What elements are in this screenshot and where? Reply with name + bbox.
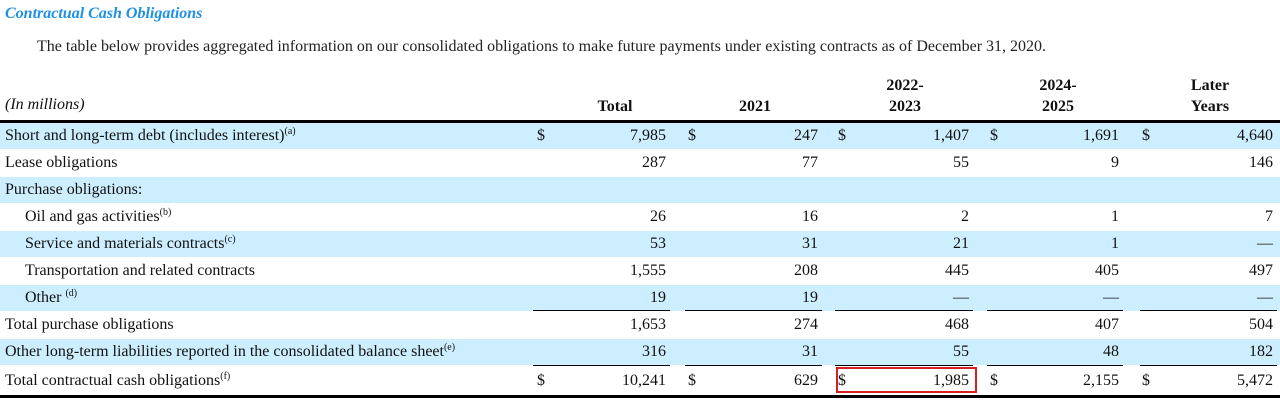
cell-later-years: 146 — [1249, 154, 1273, 171]
total-rule — [533, 365, 670, 366]
cell-total: 316 — [642, 343, 666, 360]
cell-2024-2025: 1,691 — [1083, 127, 1119, 144]
cell-2021: 274 — [794, 316, 818, 333]
table-row: Transportation and related contracts 1,5… — [0, 258, 1280, 284]
row-label: Service and materials contracts(c) — [25, 234, 236, 253]
header-2024-line2: 2025 — [1042, 98, 1074, 115]
cell-later-years: — — [1257, 289, 1273, 306]
subtotal-rule — [1140, 310, 1277, 311]
subtotal-rule — [685, 310, 822, 311]
cell-later-years: 7 — [1265, 208, 1273, 225]
cell-total: 1,653 — [630, 316, 666, 333]
row-label: Lease obligations — [5, 154, 118, 171]
cell-2022-2023: 468 — [945, 316, 969, 333]
cell-2022-2023: 2 — [961, 208, 969, 225]
row-label: Oil and gas activities(b) — [25, 207, 172, 226]
cell-total: 287 — [642, 154, 666, 171]
header-2021: 2021 — [739, 98, 771, 115]
cell-2024-2025: 9 — [1111, 154, 1119, 171]
currency-symbol: $ — [990, 372, 998, 389]
row-label: Transportation and related contracts — [25, 262, 256, 279]
cell-2024-2025: 407 — [1095, 316, 1119, 333]
total-rule — [835, 365, 973, 366]
highlight-box — [836, 367, 977, 393]
cell-total: 1,555 — [630, 262, 666, 279]
cell-total: 53 — [650, 235, 666, 252]
cell-2024-2025: 1 — [1111, 208, 1119, 225]
cell-2022-2023: 1,407 — [933, 127, 969, 144]
cell-later-years: 497 — [1249, 262, 1273, 279]
header-2022-line1: 2022- — [886, 77, 924, 94]
subtotal-rule — [533, 310, 670, 311]
cell-2022-2023: 55 — [953, 154, 969, 171]
header-total: Total — [597, 98, 633, 115]
cell-2022-2023: 55 — [953, 343, 969, 360]
table-row: Other long-term liabilities reported in … — [0, 339, 1280, 365]
cell-2024-2025: — — [1103, 289, 1119, 306]
table-row: Other (d) 19 19 — — — — [0, 285, 1280, 311]
currency-symbol: $ — [537, 372, 545, 389]
cell-2022-2023: 1,985 — [933, 372, 969, 389]
total-rule — [685, 365, 822, 366]
cell-2021: 31 — [802, 235, 818, 252]
row-label: Total purchase obligations — [5, 316, 174, 333]
currency-symbol: $ — [1142, 127, 1150, 144]
cell-later-years: 5,472 — [1237, 372, 1273, 389]
intro-text: The table below provides aggregated info… — [37, 38, 1047, 55]
cell-later-years: 4,640 — [1237, 127, 1273, 144]
row-label: Other long-term liabilities reported in … — [5, 342, 456, 361]
cell-2022-2023: 445 — [945, 262, 969, 279]
cell-total: 26 — [650, 208, 666, 225]
cell-2022-2023: 21 — [953, 235, 969, 252]
currency-symbol: $ — [990, 127, 998, 144]
subtotal-rule — [835, 310, 973, 311]
table-row: Short and long-term debt (includes inter… — [0, 123, 1280, 149]
cell-total: 19 — [650, 289, 666, 306]
currency-symbol: $ — [537, 127, 545, 144]
cell-2021: 31 — [802, 343, 818, 360]
table-row: Total purchase obligations 1,653 274 468… — [0, 312, 1280, 338]
cell-2021: 247 — [794, 127, 818, 144]
row-label: Purchase obligations: — [5, 181, 143, 198]
cell-later-years: 182 — [1249, 343, 1273, 360]
cell-2021: 16 — [802, 208, 818, 225]
table-row: Oil and gas activities(b) 26 16 2 1 7 — [0, 204, 1280, 230]
cell-2024-2025: 2,155 — [1083, 372, 1119, 389]
section-title: Contractual Cash Obligations — [5, 5, 203, 22]
table-row: Service and materials contracts(c) 53 31… — [0, 231, 1280, 257]
cell-total: 10,241 — [622, 372, 666, 389]
row-label: Other (d) — [25, 288, 78, 307]
header-2022-line2: 2023 — [889, 98, 921, 115]
cell-2024-2025: 1 — [1111, 235, 1119, 252]
total-rule — [1140, 365, 1277, 366]
header-later-line2: Years — [1190, 98, 1230, 115]
cell-2021: 208 — [794, 262, 818, 279]
currency-symbol: $ — [838, 127, 846, 144]
cell-later-years: 504 — [1249, 316, 1273, 333]
cell-2024-2025: 48 — [1103, 343, 1119, 360]
cell-2022-2023: — — [953, 289, 969, 306]
currency-symbol: $ — [688, 127, 696, 144]
subtotal-rule — [987, 310, 1123, 311]
cell-later-years: — — [1257, 235, 1273, 252]
header-rule — [0, 120, 1280, 123]
cell-2021: 77 — [802, 154, 818, 171]
cell-2021: 629 — [794, 372, 818, 389]
cell-2024-2025: 405 — [1095, 262, 1119, 279]
header-later-line1: Later — [1190, 77, 1230, 94]
row-label: Total contractual cash obligations(f) — [5, 371, 231, 390]
table-row: Total contractual cash obligations(f) $ … — [0, 368, 1280, 394]
cell-total: 7,985 — [630, 127, 666, 144]
currency-symbol: $ — [688, 372, 696, 389]
header-2024-line1: 2024- — [1039, 77, 1077, 94]
cell-2021: 19 — [802, 289, 818, 306]
table-row: Lease obligations 287 77 55 9 146 — [0, 150, 1280, 176]
row-label: Short and long-term debt (includes inter… — [5, 126, 296, 145]
units-label: (In millions) — [5, 96, 85, 113]
currency-symbol: $ — [1142, 372, 1150, 389]
table-row: Purchase obligations: — [0, 177, 1280, 203]
currency-symbol: $ — [838, 372, 846, 389]
total-rule — [987, 365, 1123, 366]
bottom-rule — [0, 395, 1280, 398]
